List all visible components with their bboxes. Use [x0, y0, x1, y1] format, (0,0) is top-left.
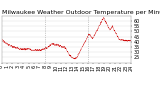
Text: Milwaukee Weather Outdoor Temperature per Minute (Last 24 Hours): Milwaukee Weather Outdoor Temperature pe… [2, 10, 160, 15]
